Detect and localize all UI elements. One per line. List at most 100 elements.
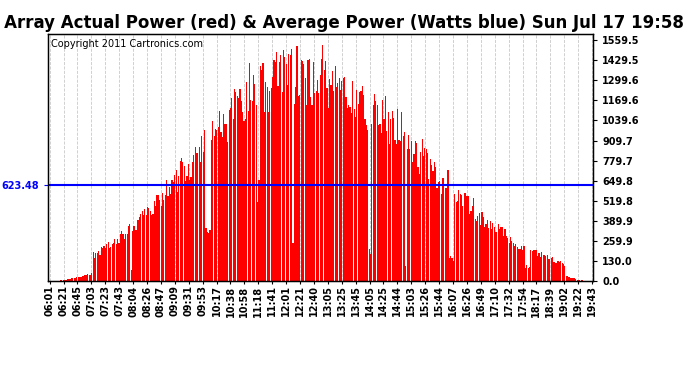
Bar — [492, 223, 493, 281]
Bar — [306, 105, 307, 281]
Bar — [548, 259, 549, 281]
Bar — [382, 100, 383, 281]
Bar — [72, 278, 73, 281]
Bar — [86, 275, 87, 281]
Bar — [250, 100, 251, 281]
Bar — [170, 194, 171, 281]
Bar — [204, 130, 205, 281]
Bar — [64, 280, 65, 281]
Bar — [123, 234, 124, 281]
Bar — [553, 262, 555, 281]
Bar — [193, 155, 195, 281]
Bar — [273, 60, 275, 281]
Bar — [413, 154, 415, 281]
Bar — [428, 179, 429, 281]
Bar — [514, 246, 515, 281]
Bar — [359, 92, 360, 281]
Bar — [186, 176, 188, 281]
Bar — [266, 87, 268, 281]
Bar — [182, 162, 184, 281]
Bar — [397, 109, 398, 281]
Bar — [129, 224, 130, 281]
Bar — [144, 210, 146, 281]
Bar — [101, 247, 102, 281]
Bar — [422, 140, 423, 281]
Bar — [147, 207, 148, 281]
Bar — [340, 90, 341, 281]
Bar — [493, 227, 495, 281]
Bar — [484, 227, 485, 281]
Bar — [526, 265, 527, 281]
Bar — [525, 268, 526, 281]
Bar — [325, 62, 326, 281]
Bar — [488, 228, 489, 281]
Bar — [533, 250, 534, 281]
Bar — [224, 124, 226, 281]
Bar — [468, 196, 469, 281]
Bar — [177, 192, 178, 281]
Bar — [515, 244, 517, 281]
Bar — [412, 162, 413, 281]
Bar — [360, 91, 362, 281]
Bar — [99, 255, 101, 281]
Bar — [332, 70, 333, 281]
Bar — [104, 246, 105, 281]
Bar — [181, 158, 182, 281]
Bar — [558, 261, 559, 281]
Bar — [559, 262, 560, 281]
Bar — [61, 280, 63, 281]
Bar — [417, 167, 419, 281]
Bar — [563, 264, 564, 281]
Bar — [291, 50, 292, 281]
Bar — [583, 280, 584, 281]
Bar — [88, 275, 90, 281]
Bar — [259, 66, 261, 281]
Bar — [401, 112, 402, 281]
Bar — [579, 280, 580, 281]
Bar — [575, 279, 576, 281]
Bar — [343, 78, 344, 281]
Bar — [219, 111, 220, 281]
Bar — [351, 113, 352, 281]
Bar — [241, 101, 242, 281]
Bar — [545, 256, 546, 281]
Bar — [318, 93, 319, 281]
Bar — [503, 236, 504, 281]
Bar — [245, 119, 246, 281]
Bar — [238, 98, 239, 281]
Bar — [510, 237, 511, 281]
Bar — [262, 63, 264, 281]
Bar — [366, 125, 367, 281]
Bar — [393, 118, 394, 281]
Bar — [102, 248, 103, 281]
Bar — [234, 89, 235, 281]
Bar — [121, 231, 122, 281]
Bar — [221, 137, 223, 281]
Bar — [223, 114, 224, 281]
Bar — [168, 187, 170, 281]
Bar — [235, 92, 237, 281]
Bar — [489, 221, 491, 281]
Bar — [200, 162, 201, 281]
Bar — [284, 57, 286, 281]
Bar — [298, 96, 299, 281]
Bar — [378, 125, 380, 281]
Bar — [257, 202, 258, 281]
Text: Copyright 2011 Cartronics.com: Copyright 2011 Cartronics.com — [51, 39, 203, 49]
Bar — [423, 156, 424, 281]
Bar — [453, 261, 454, 281]
Bar — [528, 268, 529, 281]
Bar — [249, 63, 250, 281]
Bar — [381, 133, 382, 281]
Bar — [580, 280, 582, 281]
Bar — [264, 112, 265, 281]
Bar — [184, 166, 185, 281]
Bar — [95, 253, 97, 281]
Bar — [239, 89, 241, 281]
Bar — [154, 201, 155, 281]
Bar — [270, 88, 272, 281]
Bar — [216, 130, 217, 281]
Bar — [132, 231, 133, 281]
Bar — [506, 236, 507, 281]
Bar — [420, 152, 422, 281]
